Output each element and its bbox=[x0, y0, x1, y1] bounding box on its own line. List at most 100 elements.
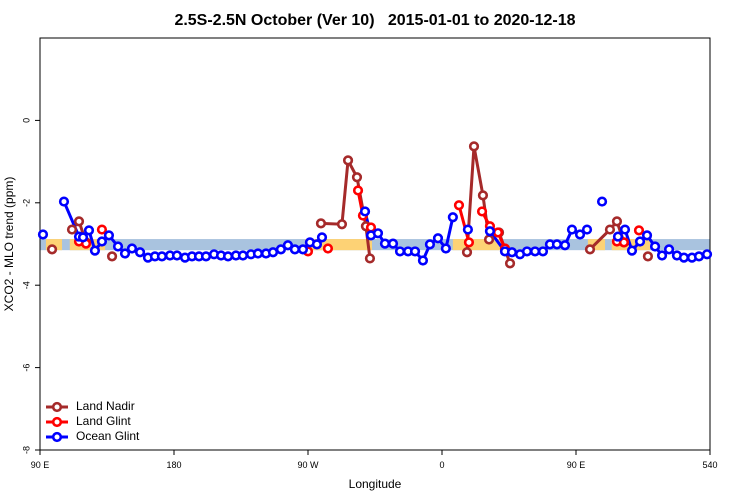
data-point bbox=[409, 246, 421, 257]
y-tick-label: -4 bbox=[21, 281, 31, 289]
data-point bbox=[365, 222, 377, 233]
data-point bbox=[483, 234, 495, 245]
plot-frame bbox=[39, 37, 711, 451]
data-point bbox=[200, 251, 212, 262]
chart-title: 2.5S-2.5N October (Ver 10) 2015-01-01 to… bbox=[174, 12, 575, 29]
data-point bbox=[77, 232, 89, 243]
data-point bbox=[89, 245, 101, 256]
data-point bbox=[417, 255, 429, 266]
data-point bbox=[311, 239, 323, 250]
data-point bbox=[477, 190, 489, 201]
data-point bbox=[584, 244, 596, 255]
data-point bbox=[316, 232, 328, 243]
data-point bbox=[612, 231, 624, 242]
data-point bbox=[424, 239, 436, 250]
data-point bbox=[252, 248, 264, 259]
data-point bbox=[351, 172, 363, 183]
y-tick-label: 0 bbox=[21, 118, 31, 123]
data-point bbox=[604, 224, 616, 235]
data-point bbox=[315, 218, 327, 229]
y-tick-label: -2 bbox=[21, 199, 31, 207]
data-point bbox=[359, 206, 371, 217]
x-tick-label: 540 bbox=[702, 460, 717, 470]
data-point bbox=[611, 216, 623, 227]
data-point bbox=[58, 196, 70, 207]
legend-label: Land Nadir bbox=[76, 399, 135, 413]
data-point bbox=[66, 224, 78, 235]
data-point bbox=[267, 247, 279, 258]
data-point bbox=[574, 229, 586, 240]
x-axis-label: Longitude bbox=[349, 477, 402, 491]
data-point bbox=[529, 246, 541, 257]
data-point bbox=[596, 196, 608, 207]
data-point bbox=[618, 237, 630, 248]
data-point bbox=[119, 248, 131, 259]
data-point bbox=[237, 250, 249, 261]
data-point bbox=[663, 244, 675, 255]
data-point bbox=[468, 141, 480, 152]
data-point bbox=[83, 225, 95, 236]
data-point bbox=[551, 239, 563, 250]
data-point bbox=[73, 216, 85, 227]
data-point bbox=[581, 224, 593, 235]
legend-marker bbox=[51, 416, 63, 428]
data-point bbox=[521, 246, 533, 257]
x-tick-label: 180 bbox=[166, 460, 181, 470]
data-point bbox=[156, 251, 168, 262]
data-point bbox=[678, 252, 690, 263]
data-point bbox=[275, 244, 287, 255]
data-point bbox=[46, 244, 58, 255]
data-point bbox=[222, 251, 234, 262]
data-point bbox=[364, 253, 376, 264]
data-point bbox=[342, 155, 354, 166]
x-tick-label: 90 E bbox=[567, 460, 586, 470]
land-band bbox=[305, 239, 373, 251]
data-point bbox=[634, 236, 646, 247]
data-point bbox=[387, 238, 399, 249]
data-point bbox=[656, 250, 668, 261]
data-point bbox=[626, 245, 638, 256]
data-point bbox=[461, 247, 473, 258]
data-point bbox=[37, 229, 49, 240]
data-point bbox=[566, 224, 578, 235]
data-point bbox=[484, 226, 496, 237]
legend-marker bbox=[51, 431, 63, 443]
y-axis-label: XCO2 - MLO trend (ppm) bbox=[2, 177, 16, 312]
data-point bbox=[379, 238, 391, 249]
data-point bbox=[447, 212, 458, 223]
data-point bbox=[322, 243, 334, 254]
data-point bbox=[96, 224, 108, 235]
data-point bbox=[171, 250, 183, 261]
land-band bbox=[45, 239, 63, 251]
legend-label: Ocean Glint bbox=[76, 429, 140, 443]
data-point bbox=[463, 237, 475, 248]
data-point bbox=[126, 243, 138, 254]
band bbox=[40, 239, 710, 251]
data-point bbox=[462, 224, 474, 235]
data-point bbox=[642, 251, 654, 262]
data-point bbox=[352, 185, 364, 196]
legend-label: Land Glint bbox=[76, 414, 131, 428]
data-point bbox=[336, 219, 348, 230]
x-tick-label: 90 W bbox=[297, 460, 319, 470]
land-band bbox=[452, 239, 503, 251]
data-point bbox=[289, 244, 300, 255]
data-point bbox=[134, 247, 146, 258]
data-point bbox=[641, 230, 653, 241]
data-point bbox=[504, 258, 516, 269]
data-point bbox=[537, 246, 549, 257]
x-tick-label: 90 E bbox=[31, 460, 50, 470]
data-point bbox=[633, 225, 645, 236]
data-point bbox=[106, 251, 118, 262]
data-point bbox=[297, 244, 309, 255]
data-point bbox=[282, 240, 294, 251]
data-point bbox=[453, 200, 465, 211]
y-tick-label: -6 bbox=[21, 364, 31, 372]
data-point bbox=[649, 241, 661, 252]
data-point bbox=[103, 230, 115, 241]
data-point bbox=[559, 240, 571, 251]
y-tick-label: -8 bbox=[21, 446, 31, 454]
data-point bbox=[506, 247, 518, 258]
